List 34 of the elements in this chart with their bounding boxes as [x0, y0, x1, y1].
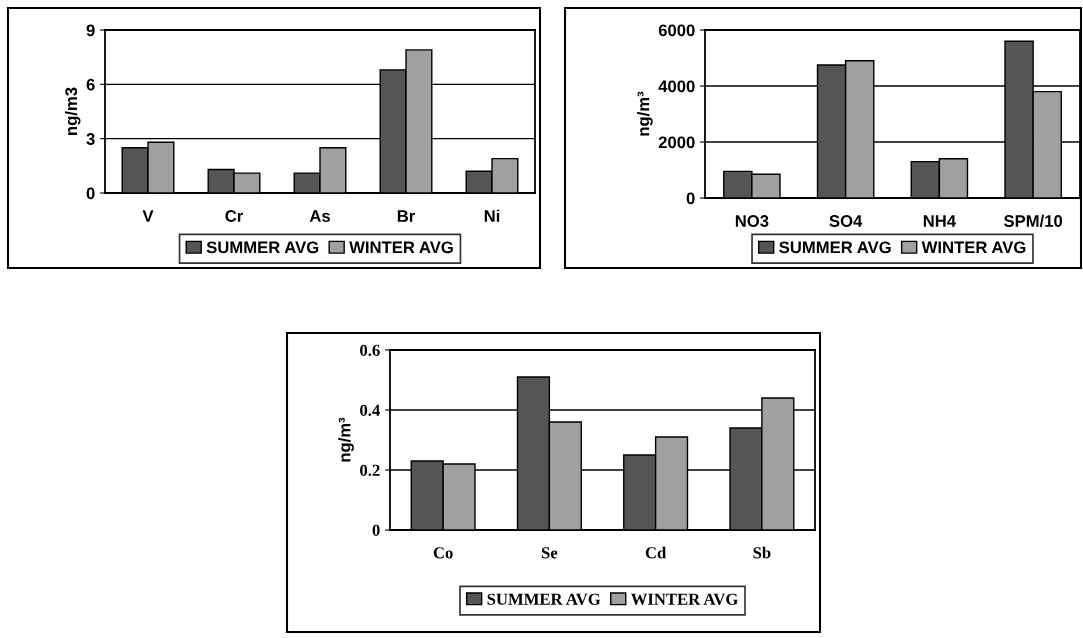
- y-tick-label: 2000: [658, 136, 695, 149]
- y-tick-label: 0.6: [360, 344, 380, 357]
- x-tick-label: Sb: [753, 546, 771, 559]
- legend-label: WINTER AVG: [349, 241, 453, 254]
- legend-label: SUMMER AVG: [779, 241, 891, 254]
- legend-label: SUMMER AVG: [487, 593, 601, 605]
- x-tick-label: Ni: [484, 209, 500, 222]
- y-tick-label: 6: [86, 78, 95, 91]
- y-tick-label: 3: [86, 133, 95, 145]
- x-tick-label: Co: [433, 547, 453, 559]
- x-tick-label: NH4: [923, 215, 956, 227]
- y-tick-label: 0.2: [360, 464, 380, 477]
- x-tick-label: Br: [397, 210, 416, 222]
- y-tick-label: 0: [86, 187, 95, 200]
- legend-label: SUMMER AVG: [206, 241, 319, 254]
- y-axis-title: ng/m3: [64, 87, 81, 135]
- x-tick-label: Se: [541, 547, 558, 559]
- x-tick-label: Cd: [645, 546, 667, 559]
- y-tick-label: 0: [372, 524, 380, 536]
- y-tick-label: 0.4: [360, 404, 380, 417]
- x-tick-label: As: [309, 210, 330, 222]
- y-axis-title: ng/m³: [338, 417, 354, 462]
- y-axis-title: ng/m³: [637, 91, 653, 136]
- y-tick-label: 9: [86, 24, 95, 37]
- x-tick-label: SO4: [829, 215, 863, 227]
- x-tick-label: SPM/10: [1003, 214, 1063, 228]
- x-tick-label: Cr: [225, 210, 244, 222]
- y-tick-label: 6000: [658, 24, 695, 37]
- legend-label: WINTER AVG: [921, 241, 1026, 254]
- y-tick-label: 4000: [658, 80, 695, 93]
- legend-label: WINTER AVG: [630, 593, 738, 605]
- y-tick-label: 0: [686, 192, 695, 205]
- x-tick-label: V: [142, 210, 154, 222]
- x-tick-label: NO3: [735, 215, 769, 227]
